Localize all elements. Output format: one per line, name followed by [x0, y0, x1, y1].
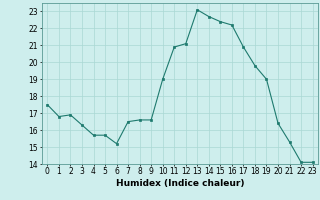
X-axis label: Humidex (Indice chaleur): Humidex (Indice chaleur) — [116, 179, 244, 188]
